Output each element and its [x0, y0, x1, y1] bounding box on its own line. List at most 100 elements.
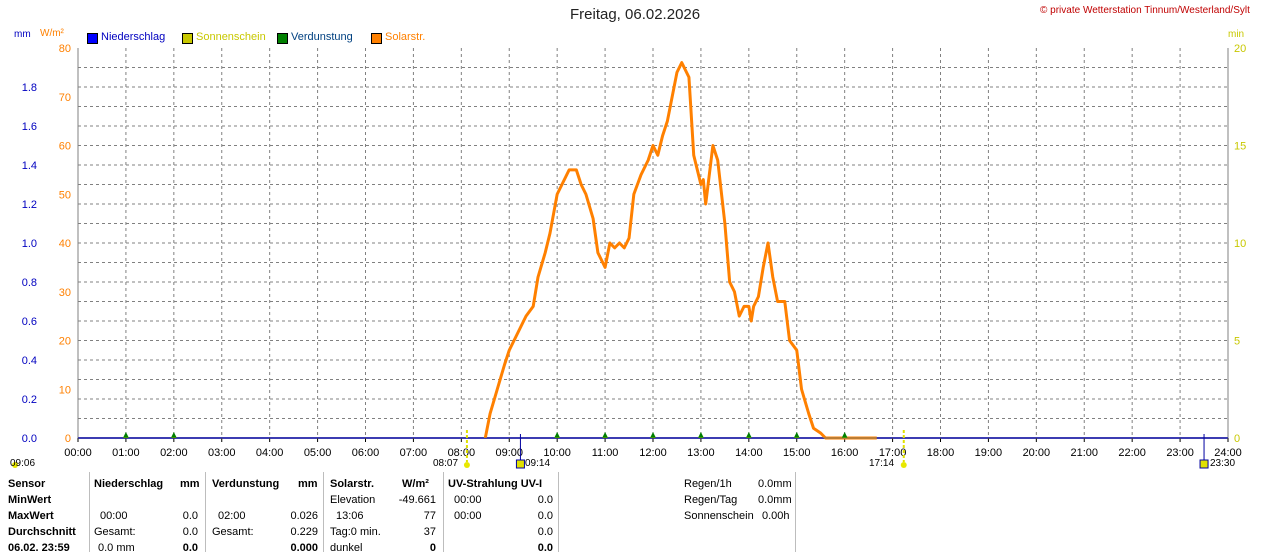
- niederschlag-last-val2: 0.0: [182, 542, 198, 554]
- chart-ticks: 00:00 01:00 02:00 03:00 04:00 05:00 06:00 07:00…: [22, 43, 1247, 459]
- series-point-verdunstung: [554, 432, 561, 438]
- niederschlag-header: Niederschlag: [94, 478, 164, 490]
- series-point-verdunstung: [745, 432, 752, 438]
- x-tick-label: 01:00: [112, 447, 140, 459]
- legend-swatch-solar: [371, 33, 382, 44]
- legend-swatch-sonnenschein: [182, 33, 193, 44]
- y-tick-label-wm2: 30: [59, 287, 71, 299]
- regen-sonne-label: Sonnenschein: [684, 510, 754, 522]
- verdunstung-max-val: 0.026: [290, 510, 318, 522]
- row-label-max: MaxWert: [8, 510, 54, 522]
- x-tick-label: 04:00: [256, 447, 284, 459]
- x-tick-label: 18:00: [927, 447, 955, 459]
- x-tick-label: 14:00: [735, 447, 763, 459]
- verdunstung-unit: mm: [298, 478, 318, 490]
- marker-uv-start: 09:14: [525, 458, 551, 469]
- unit-min-label: min: [1228, 29, 1245, 40]
- table-divider: [205, 472, 206, 552]
- regen-1h-label: Regen/1h: [684, 478, 732, 490]
- x-tick-label: 21:00: [1070, 447, 1098, 459]
- uv-column: UV-Strahlung UV-I 00:00 0.0 00:00 0.0 0.0 …: [448, 476, 553, 556]
- y-tick-label-min: 10: [1234, 238, 1246, 250]
- series-point-verdunstung: [793, 432, 800, 438]
- chart-series: [78, 61, 1228, 440]
- solar-header: Solarstr.: [330, 478, 375, 490]
- y-tick-label-mm: 0.0: [22, 433, 37, 445]
- legend-label-sonnenschein: Sonnenschein: [196, 31, 266, 43]
- y-tick-label-mm: 1.4: [22, 160, 37, 172]
- solar-dunkel-val: 0: [429, 542, 436, 554]
- series-point-verdunstung: [602, 432, 609, 438]
- legend-label-niederschlag: Niederschlag: [101, 31, 166, 43]
- table-divider: [795, 472, 796, 552]
- marker-left-time: 09:06: [10, 458, 36, 469]
- series-point-verdunstung: [697, 432, 704, 438]
- regen-sonne-val: 0.00h: [762, 510, 790, 522]
- niederschlag-unit: mm: [180, 478, 200, 490]
- niederschlag-column: Niederschlag mm 00:00 0.0 Gesamt: 0.0 0.0 m…: [94, 476, 200, 556]
- x-tick-label: 08:00: [448, 447, 476, 459]
- regen-tag-val: 0.0mm: [758, 494, 792, 506]
- uv-last-val: 0.0: [537, 542, 553, 554]
- x-tick-label: 10:00: [543, 447, 571, 459]
- niederschlag-max-time: 00:00: [100, 510, 128, 522]
- solar-unit: W/m²: [402, 478, 429, 490]
- y-tick-label-wm2: 40: [59, 238, 71, 250]
- y-tick-label-wm2: 70: [59, 92, 71, 104]
- row-label-avg: Durchschnitt: [8, 526, 76, 538]
- x-tick-label: 13:00: [687, 447, 715, 459]
- uv-max-val: 0.0: [537, 510, 553, 522]
- solar-max-time: 13:06: [336, 510, 364, 522]
- niederschlag-gesamt-val: 0.0: [182, 526, 198, 538]
- y-tick-label-min: 20: [1234, 43, 1246, 55]
- y-tick-label-mm: 0.6: [22, 316, 37, 328]
- legend-label-verdunstung: Verdunstung: [291, 31, 353, 43]
- series-point-verdunstung: [650, 432, 656, 438]
- table-divider: [323, 472, 324, 552]
- copyright-text: © private Wetterstation Tinnum/Westerlan…: [1040, 5, 1250, 16]
- uv-end-icon: [1199, 459, 1209, 469]
- chart-title: Freitag, 06.02.2026: [570, 6, 701, 23]
- regen-tag-label: Regen/Tag: [684, 494, 738, 506]
- y-tick-label-wm2: 10: [59, 384, 71, 396]
- solar-tag-val: 37: [423, 526, 436, 538]
- niederschlag-last-val1: 0.0 mm: [98, 542, 135, 554]
- x-tick-label: 00:00: [64, 447, 92, 459]
- uv-start-icon: [515, 459, 525, 469]
- legend-swatch-niederschlag: [87, 33, 98, 44]
- y-tick-label-wm2: 0: [65, 433, 71, 445]
- solar-column: Solarstr. W/m² Elevation -49.661 13:06 77 T…: [330, 476, 436, 556]
- legend-label-solar: Solarstr.: [385, 31, 426, 43]
- verdunstung-last-val: 0.000: [290, 542, 318, 554]
- x-tick-label: 06:00: [352, 447, 380, 459]
- verdunstung-header: Verdunstung: [212, 478, 280, 490]
- uv-max-time: 00:00: [454, 510, 482, 522]
- x-tick-label: 24:00: [1214, 447, 1242, 459]
- y-tick-label-mm: 1.0: [22, 238, 37, 250]
- right-scrollbar[interactable]: [1270, 40, 1280, 552]
- chart-grid: [78, 48, 1228, 438]
- x-tick-label: 02:00: [160, 447, 188, 459]
- uv-min-val: 0.0: [537, 494, 553, 506]
- x-tick-label: 05:00: [304, 447, 332, 459]
- y-tick-label-mm: 1.6: [22, 121, 37, 133]
- legend-swatch-verdunstung: [277, 33, 288, 44]
- niederschlag-max-val: 0.0: [182, 510, 198, 522]
- verdunstung-gesamt-label: Gesamt:: [212, 526, 254, 538]
- y-tick-label-mm: 1.8: [22, 82, 37, 94]
- table-divider: [443, 472, 444, 552]
- solar-max-val: 77: [423, 510, 436, 522]
- regen-column: Regen/1h 0.0mm Regen/Tag 0.0mm Sonnenschei…: [684, 476, 792, 524]
- left-time-dot: [12, 462, 18, 468]
- series-point-verdunstung: [841, 432, 848, 438]
- series-line-solar: [483, 61, 877, 440]
- x-tick-label: 19:00: [975, 447, 1003, 459]
- solar-elev-val: -49.661: [398, 494, 436, 506]
- uv-avg-val: 0.0: [537, 526, 553, 538]
- y-tick-label-min: 0: [1234, 433, 1240, 445]
- y-tick-label-min: 5: [1234, 336, 1240, 348]
- sunrise-dot: [463, 462, 470, 468]
- unit-mm-label: mm: [14, 29, 31, 40]
- marker-sunrise: 08:07: [433, 458, 459, 469]
- solar-tag-label: Tag:0 min.: [330, 526, 381, 538]
